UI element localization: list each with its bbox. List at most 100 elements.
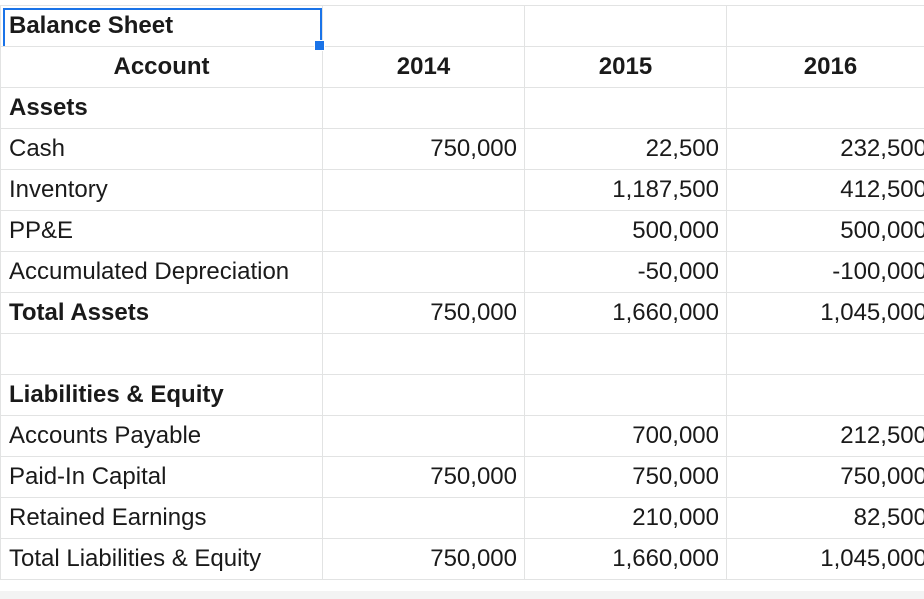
value-cell-2014[interactable]: [322, 169, 525, 211]
header-year-cell[interactable]: 2016: [726, 46, 924, 88]
value-text: 1,045,000: [820, 545, 924, 572]
account-cell[interactable]: Paid-In Capital: [0, 456, 323, 498]
value-text: -100,000: [832, 258, 924, 285]
account-cell[interactable]: Total Assets: [0, 292, 323, 334]
value-cell-2016[interactable]: 412,500: [726, 169, 924, 211]
header-year-2016: 2016: [803, 53, 858, 80]
value-cell-2016[interactable]: 212,500: [726, 415, 924, 457]
value-text: 1,660,000: [612, 299, 719, 326]
value-text: 500,000: [632, 217, 719, 244]
value-cell-2016[interactable]: 750,000: [726, 456, 924, 498]
value-cell-2015[interactable]: -50,000: [524, 251, 727, 293]
value-text: 1,187,500: [612, 176, 719, 203]
cell-d1[interactable]: [726, 5, 924, 47]
value-cell-2016[interactable]: 1,045,000: [726, 538, 924, 580]
account-label: Inventory: [9, 176, 108, 203]
value-text: 22,500: [645, 135, 719, 162]
value-cell-2016[interactable]: 82,500: [726, 497, 924, 539]
table-row: Cash 750,000 22,500 232,500: [0, 128, 924, 170]
value-cell-2016[interactable]: 500,000: [726, 210, 924, 252]
account-cell[interactable]: Cash: [0, 128, 323, 170]
value-cell-2014[interactable]: 750,000: [322, 128, 525, 170]
table-row-header: Account 2014 2015 2016: [0, 46, 924, 88]
table-row: Assets: [0, 87, 924, 129]
value-text: 700,000: [632, 422, 719, 449]
value-cell-2016[interactable]: [726, 87, 924, 129]
value-text: 412,500: [840, 176, 924, 203]
value-cell-2015[interactable]: 1,660,000: [524, 538, 727, 580]
value-cell-2016[interactable]: -100,000: [726, 251, 924, 293]
value-cell-2015[interactable]: [524, 374, 727, 416]
value-cell-2016[interactable]: [726, 374, 924, 416]
title-cell-text: Balance Sheet: [9, 12, 174, 39]
value-cell-2015[interactable]: 1,660,000: [524, 292, 727, 334]
value-cell-2014[interactable]: [322, 210, 525, 252]
value-cell-2014[interactable]: [322, 497, 525, 539]
table-row: Total Assets 750,000 1,660,000 1,045,000: [0, 292, 924, 334]
table-row: [0, 333, 924, 375]
value-cell-2014[interactable]: 750,000: [322, 456, 525, 498]
value-cell-2015[interactable]: [524, 333, 727, 375]
value-cell-2015[interactable]: 750,000: [524, 456, 727, 498]
account-label: Assets: [9, 94, 88, 121]
table-row: Paid-In Capital 750,000 750,000 750,000: [0, 456, 924, 498]
header-year-cell[interactable]: 2014: [322, 46, 525, 88]
account-cell[interactable]: Assets: [0, 87, 323, 129]
value-cell-2014[interactable]: 750,000: [322, 538, 525, 580]
account-label: Total Assets: [9, 299, 150, 326]
value-cell-2015[interactable]: [524, 87, 727, 129]
value-text: 750,000: [430, 135, 517, 162]
value-text: 1,660,000: [612, 545, 719, 572]
account-cell[interactable]: Accumulated Depreciation: [0, 251, 323, 293]
value-cell-2014[interactable]: [322, 87, 525, 129]
value-cell-2016[interactable]: 232,500: [726, 128, 924, 170]
value-cell-2014[interactable]: [322, 415, 525, 457]
account-label: Retained Earnings: [9, 504, 207, 531]
value-text: 210,000: [632, 504, 719, 531]
table-row: Total Liabilities & Equity 750,000 1,660,0…: [0, 538, 924, 580]
header-account-cell[interactable]: Account: [0, 46, 323, 88]
account-cell[interactable]: Total Liabilities & Equity: [0, 538, 323, 580]
cell-c1[interactable]: [524, 5, 727, 47]
value-cell-2015[interactable]: 500,000: [524, 210, 727, 252]
account-label: Accounts Payable: [9, 422, 202, 449]
grid-bottom-edge: [0, 591, 924, 599]
value-cell-2014[interactable]: [322, 333, 525, 375]
account-cell[interactable]: Inventory: [0, 169, 323, 211]
value-text: 750,000: [430, 545, 517, 572]
value-text: -50,000: [637, 258, 719, 285]
balance-sheet-table: Balance Sheet Account 2014 2015 2016: [0, 5, 924, 580]
account-cell[interactable]: Retained Earnings: [0, 497, 323, 539]
table-row: Accumulated Depreciation -50,000 -100,000: [0, 251, 924, 293]
account-cell[interactable]: [0, 333, 323, 375]
value-cell-2014[interactable]: 750,000: [322, 292, 525, 334]
account-cell[interactable]: PP&E: [0, 210, 323, 252]
header-account-label: Account: [113, 53, 210, 80]
value-cell-2016[interactable]: 1,045,000: [726, 292, 924, 334]
account-cell[interactable]: Liabilities & Equity: [0, 374, 323, 416]
header-year-2015: 2015: [598, 53, 653, 80]
value-cell-2015[interactable]: 700,000: [524, 415, 727, 457]
fill-handle[interactable]: [314, 40, 325, 51]
cell-a1-selected[interactable]: Balance Sheet: [0, 5, 323, 47]
table-row: Retained Earnings 210,000 82,500: [0, 497, 924, 539]
value-text: 232,500: [840, 135, 924, 162]
value-cell-2016[interactable]: [726, 333, 924, 375]
header-year-cell[interactable]: 2015: [524, 46, 727, 88]
account-cell[interactable]: Accounts Payable: [0, 415, 323, 457]
value-cell-2015[interactable]: 210,000: [524, 497, 727, 539]
value-text: 750,000: [840, 463, 924, 490]
value-cell-2014[interactable]: [322, 374, 525, 416]
value-cell-2015[interactable]: 22,500: [524, 128, 727, 170]
account-label: Total Liabilities & Equity: [9, 545, 262, 572]
value-cell-2015[interactable]: 1,187,500: [524, 169, 727, 211]
cell-b1[interactable]: [322, 5, 525, 47]
value-text: 1,045,000: [820, 299, 924, 326]
account-label: Liabilities & Equity: [9, 381, 224, 408]
value-text: 82,500: [853, 504, 924, 531]
value-text: 212,500: [840, 422, 924, 449]
header-year-2014: 2014: [396, 53, 451, 80]
value-cell-2014[interactable]: [322, 251, 525, 293]
table-row-title: Balance Sheet: [0, 5, 924, 47]
